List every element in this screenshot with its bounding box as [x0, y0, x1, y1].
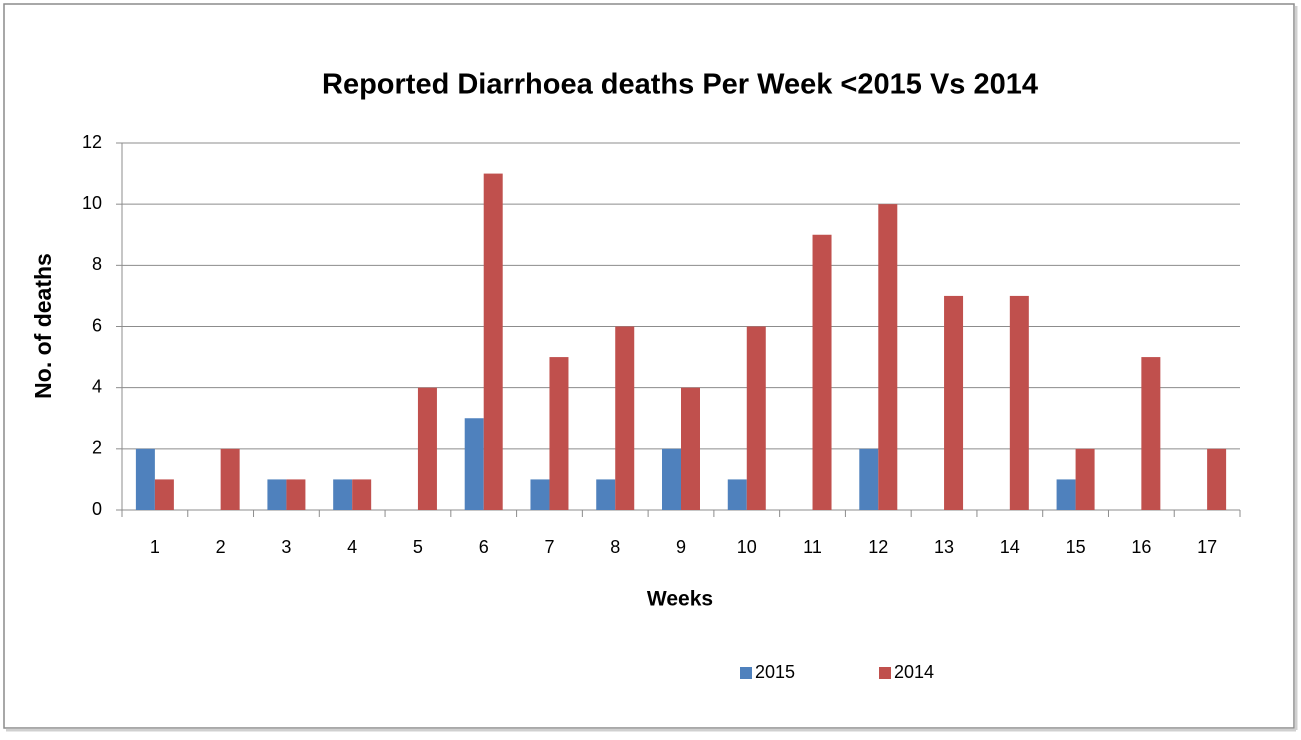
bar — [154, 479, 174, 510]
bar — [530, 479, 550, 510]
bar — [135, 448, 155, 510]
bar — [464, 418, 484, 510]
y-tick-label: 2 — [92, 438, 102, 458]
bar — [1056, 479, 1076, 510]
bar — [267, 479, 287, 510]
bar — [944, 295, 964, 510]
x-tick-label: 14 — [1000, 537, 1020, 557]
x-tick-label: 16 — [1131, 537, 1151, 557]
y-tick-label: 6 — [92, 315, 102, 335]
legend-swatch — [879, 667, 891, 679]
bar — [220, 448, 240, 510]
bar — [878, 204, 898, 510]
bar — [286, 479, 306, 510]
x-tick-label: 5 — [413, 537, 423, 557]
x-tick-label: 13 — [934, 537, 954, 557]
legend-swatch — [740, 667, 752, 679]
x-tick-label: 6 — [479, 537, 489, 557]
bar — [596, 479, 616, 510]
x-tick-label: 7 — [544, 537, 554, 557]
chart-frame — [3, 3, 1295, 729]
x-axis-title: Weeks — [647, 588, 713, 611]
bar — [1075, 448, 1095, 510]
y-tick-label: 12 — [82, 132, 102, 152]
bar — [483, 173, 503, 511]
bar — [417, 387, 437, 510]
bar — [352, 479, 372, 510]
x-tick-label: 15 — [1066, 537, 1086, 557]
x-tick-label: 3 — [281, 537, 291, 557]
bar — [549, 357, 569, 510]
x-tick-label: 9 — [676, 537, 686, 557]
x-tick-label: 11 — [803, 537, 822, 557]
bar — [1009, 295, 1029, 510]
x-tick-label: 12 — [868, 537, 888, 557]
y-tick-label: 0 — [92, 499, 102, 519]
legend-label: 2015 — [755, 662, 795, 682]
legend-label: 2014 — [894, 662, 934, 682]
bar — [681, 387, 700, 510]
y-tick-label: 10 — [82, 193, 102, 213]
bar — [1141, 357, 1161, 510]
bar — [615, 326, 635, 510]
chart-title: Reported Diarrhoea deaths Per Week <2015… — [322, 69, 1038, 101]
bar — [859, 448, 879, 510]
x-tick-label: 1 — [150, 537, 160, 557]
x-tick-label: 2 — [216, 537, 226, 557]
x-tick-label: 8 — [610, 537, 620, 557]
bar — [1207, 448, 1227, 510]
x-tick-label: 10 — [737, 537, 757, 557]
y-axis-title: No. of deaths — [30, 253, 56, 399]
y-tick-label: 8 — [92, 254, 102, 274]
bar — [746, 326, 766, 510]
x-tick-label: 17 — [1197, 537, 1217, 557]
y-tick-label: 4 — [92, 376, 102, 396]
bar — [727, 479, 747, 510]
bar — [662, 448, 681, 510]
x-tick-label: 4 — [347, 537, 357, 557]
bar — [333, 479, 353, 510]
bar — [812, 234, 832, 510]
